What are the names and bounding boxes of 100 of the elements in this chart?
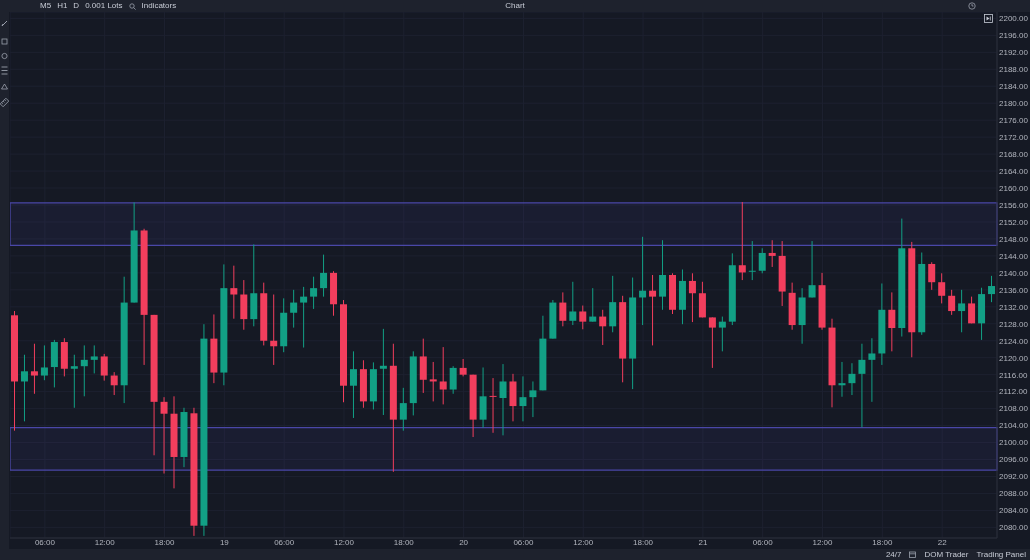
y-tick-label: 2092.00	[999, 472, 1029, 482]
candlestick	[419, 338, 427, 394]
candlestick	[559, 291, 567, 327]
x-tick-label: 21	[698, 537, 708, 547]
y-tick-label: 2104.00	[999, 421, 1029, 431]
x-tick-label: 20	[459, 537, 469, 547]
text: D	[73, 1, 80, 11]
y-tick-label: 2132.00	[999, 302, 1029, 312]
x-tick-label: 22	[937, 537, 948, 547]
y-tick-label: 2160.00	[999, 183, 1029, 193]
x-tick-label: 12:00	[333, 537, 355, 547]
x-tick-label: 18:00	[393, 537, 415, 547]
x-tick-label: 06:00	[752, 537, 774, 547]
y-tick-label: 2188.00	[999, 65, 1029, 75]
y-tick-label: 2164.00	[999, 166, 1029, 176]
y-tick-label: 2152.00	[999, 217, 1029, 227]
x-tick-label: 19	[219, 537, 230, 547]
candlestick	[748, 240, 756, 281]
candlestick	[948, 289, 956, 316]
y-tick-label: 2100.00	[999, 438, 1029, 448]
y-tick-label: 2084.00	[999, 506, 1029, 516]
candlestick	[579, 305, 587, 330]
y-tick-label: 2120.00	[999, 353, 1029, 363]
candlestick	[310, 276, 318, 310]
y-tick-label: 2172.00	[999, 132, 1029, 142]
candlestick	[300, 286, 308, 349]
y-tick-label: 2144.00	[999, 251, 1029, 261]
candlestick	[858, 343, 866, 428]
y-tick-label: 2096.00	[999, 455, 1029, 465]
chart-title: Chart	[505, 1, 525, 10]
x-tick-label: 06:00	[34, 537, 56, 547]
candlestick	[868, 337, 876, 403]
x-tick-label: 18:00	[633, 537, 654, 547]
y-tick-label: 2108.00	[999, 404, 1029, 414]
candlestick	[529, 380, 537, 418]
candlestick	[270, 294, 278, 366]
candlestick	[569, 281, 577, 326]
x-tick-label: 12:00	[812, 537, 834, 547]
candlestick	[688, 272, 696, 323]
candlestick	[718, 316, 726, 352]
candlestick	[100, 353, 108, 382]
candlestick	[738, 201, 746, 281]
candlestick	[379, 328, 387, 416]
candlestick	[40, 344, 48, 381]
candlestick	[80, 344, 88, 397]
candlestick	[230, 265, 238, 320]
candlestick	[589, 287, 597, 323]
y-tick-label: 2080.00	[999, 523, 1029, 533]
y-tick-label: 2192.00	[999, 48, 1029, 58]
candlestick	[290, 289, 298, 329]
y-tick-label: 2140.00	[999, 268, 1029, 278]
y-tick-label: 2088.00	[999, 489, 1029, 499]
y-tick-label: 2200.00	[999, 14, 1029, 24]
candlestick	[519, 375, 527, 422]
candlestick	[499, 363, 507, 436]
text: Trading Panel	[976, 549, 1026, 560]
y-tick-label: 2196.00	[999, 31, 1029, 41]
candlestick	[349, 350, 357, 419]
candlestick	[449, 365, 457, 395]
candlestick	[160, 396, 168, 475]
candlestick	[988, 275, 996, 303]
x-tick-label: 12:00	[573, 537, 594, 547]
candlestick	[758, 247, 766, 274]
candlestick	[489, 377, 497, 434]
candlestick	[768, 239, 776, 268]
candlestick	[399, 387, 407, 432]
candlestick	[30, 343, 38, 395]
y-tick-label: 2112.00	[999, 387, 1028, 397]
y-tick-label: 2156.00	[999, 200, 1029, 210]
candlestick	[90, 344, 98, 374]
y-tick-label: 2124.00	[999, 336, 1029, 346]
text: H1	[57, 1, 68, 11]
candlestick	[459, 358, 467, 377]
x-tick-label: 18:00	[872, 537, 893, 547]
candlestick	[479, 366, 487, 429]
x-tick-label: 06:00	[274, 537, 295, 547]
y-tick-label: 2180.00	[999, 99, 1029, 109]
candlestick	[20, 354, 28, 422]
candlestick	[838, 361, 846, 398]
y-tick-label: 2136.00	[999, 285, 1029, 295]
candlestick	[888, 291, 896, 352]
y-tick-label: 2184.00	[999, 82, 1029, 92]
candlestick	[70, 354, 78, 409]
candlestick	[968, 296, 976, 324]
candlestick	[938, 272, 946, 304]
candlestick	[439, 346, 447, 405]
y-tick-label: 2168.00	[999, 149, 1029, 159]
x-tick-label: 12:00	[94, 537, 116, 547]
candlestick	[110, 371, 118, 396]
y-tick-label: 2116.00	[999, 370, 1028, 380]
candlestick	[928, 261, 936, 291]
text: Indicators	[141, 1, 177, 11]
candlestick	[848, 362, 856, 396]
candlestick	[808, 240, 816, 298]
candlestick	[958, 289, 966, 333]
candlestick	[320, 254, 328, 298]
y-tick-label: 2128.00	[999, 319, 1029, 329]
text: DOM Trader	[924, 549, 969, 560]
y-tick-label: 2148.00	[999, 234, 1029, 244]
text: M5	[40, 1, 52, 11]
